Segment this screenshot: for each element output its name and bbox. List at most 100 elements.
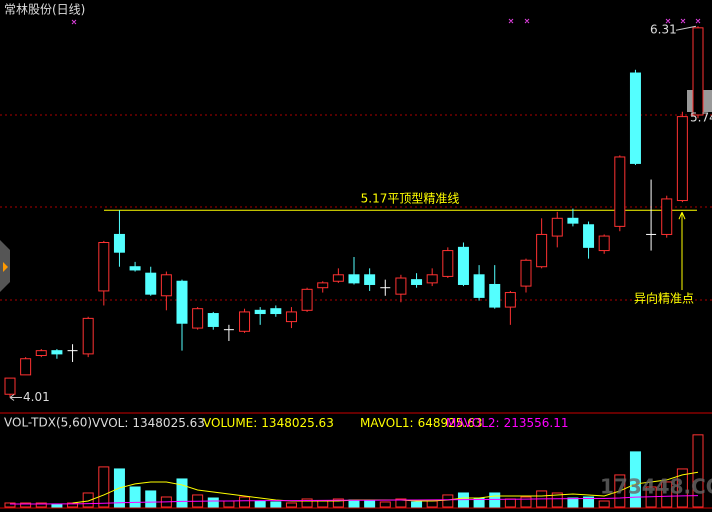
watermark: 173448.COM — [600, 475, 712, 499]
legend-name: VOLUME: — [203, 416, 257, 430]
volume-bar — [270, 501, 282, 508]
candle-body — [192, 308, 204, 329]
callout-arrow — [678, 212, 686, 290]
candle-body — [395, 277, 407, 295]
candle-body — [551, 217, 563, 237]
candle-body — [239, 311, 251, 332]
volume-bar — [239, 496, 251, 508]
volume-bar — [4, 502, 16, 508]
legend-name: MAVOL2: — [446, 416, 500, 430]
candle-body — [598, 235, 610, 252]
candle-body — [348, 274, 360, 284]
candle-body — [629, 72, 641, 164]
candle-body — [113, 233, 125, 253]
volume-bar — [145, 490, 157, 508]
volume-bar — [207, 497, 219, 508]
low-pointer — [9, 394, 22, 401]
candle-body — [301, 288, 313, 311]
volume-bar — [348, 499, 360, 508]
high-pointer — [675, 25, 697, 31]
candle-body — [254, 309, 266, 315]
candle-body — [176, 280, 188, 324]
candle-body — [676, 116, 688, 202]
volume-bar — [395, 498, 407, 508]
candle-body — [364, 274, 376, 285]
legend-value: 213556.11 — [504, 416, 569, 430]
volume-bar — [20, 502, 32, 508]
volume-bar — [426, 500, 438, 508]
volume-bar — [692, 434, 704, 508]
candle-body — [51, 350, 63, 355]
volume-bar — [489, 492, 501, 508]
volume-bar — [332, 498, 344, 508]
volume-bar — [629, 451, 641, 508]
candle-body — [285, 311, 297, 323]
candle-body — [567, 217, 579, 224]
legend-entry: MAVOL2: 213556.11 — [446, 416, 569, 430]
volume-bar — [364, 500, 376, 508]
signal-marks — [71, 18, 701, 25]
ma-line — [10, 495, 699, 505]
candle-body — [20, 358, 32, 376]
candle-body — [457, 246, 469, 285]
callout-label: 异向精准点 — [634, 291, 694, 306]
candle-body — [129, 266, 141, 271]
level-label: 5.17平顶型精准线 — [361, 192, 460, 206]
volume-bar — [520, 496, 532, 508]
candle-body — [520, 259, 532, 287]
candle-body — [317, 282, 329, 289]
legend-name: VVOL: — [92, 416, 128, 430]
candle-body — [82, 317, 94, 355]
candle-body — [473, 274, 485, 298]
candle-body — [489, 283, 501, 308]
candle-body — [442, 250, 454, 277]
candle-body — [4, 377, 16, 395]
candle-body — [536, 233, 548, 268]
volume-bar — [176, 478, 188, 508]
volume-bar — [504, 498, 516, 508]
volume-bar — [223, 500, 235, 508]
volume-bar — [676, 468, 688, 508]
side-tab-arrow — [3, 262, 8, 272]
candle-body — [411, 279, 423, 285]
candle-body — [160, 274, 172, 297]
candle-body — [98, 242, 110, 292]
indicator-label: VOL-TDX(5,60) — [4, 416, 92, 430]
volume-bar — [82, 492, 94, 508]
candle-body — [504, 292, 516, 308]
volume-bar — [442, 494, 454, 508]
volume-bar — [551, 492, 563, 508]
volume-bar — [661, 481, 673, 508]
legend-value: 1348025.63 — [132, 416, 205, 430]
volume-bar — [583, 496, 595, 508]
legend-name: MAVOL1: — [360, 416, 414, 430]
candle-body — [614, 156, 626, 227]
candle-body — [207, 313, 219, 327]
low-label: 4.01 — [23, 390, 50, 404]
legend-entry: MAVOL1: 648925.63 — [360, 416, 483, 430]
candle-body — [35, 350, 47, 357]
candle-body — [692, 27, 704, 116]
high-label: 6.31 — [650, 23, 677, 37]
legend-entry: VOLUME: 1348025.63 — [203, 416, 334, 430]
candle-body — [583, 224, 595, 248]
volume-bar — [301, 498, 313, 508]
volume-bar — [411, 501, 423, 508]
volume-bar — [129, 486, 141, 508]
volume-bar — [51, 503, 63, 508]
volume-bar — [598, 500, 610, 508]
candle-body — [661, 198, 673, 235]
price-tag: 5.74 — [690, 111, 712, 125]
legend-entry: VVOL: 1348025.63 — [92, 416, 205, 430]
volume-bar — [317, 500, 329, 508]
volume-bar — [379, 501, 391, 508]
candle-body — [145, 272, 157, 295]
volume-bar — [35, 502, 47, 508]
candle-body — [426, 274, 438, 284]
volume-bar — [254, 500, 266, 508]
volume-bar — [285, 502, 297, 508]
volume-bar — [567, 497, 579, 508]
